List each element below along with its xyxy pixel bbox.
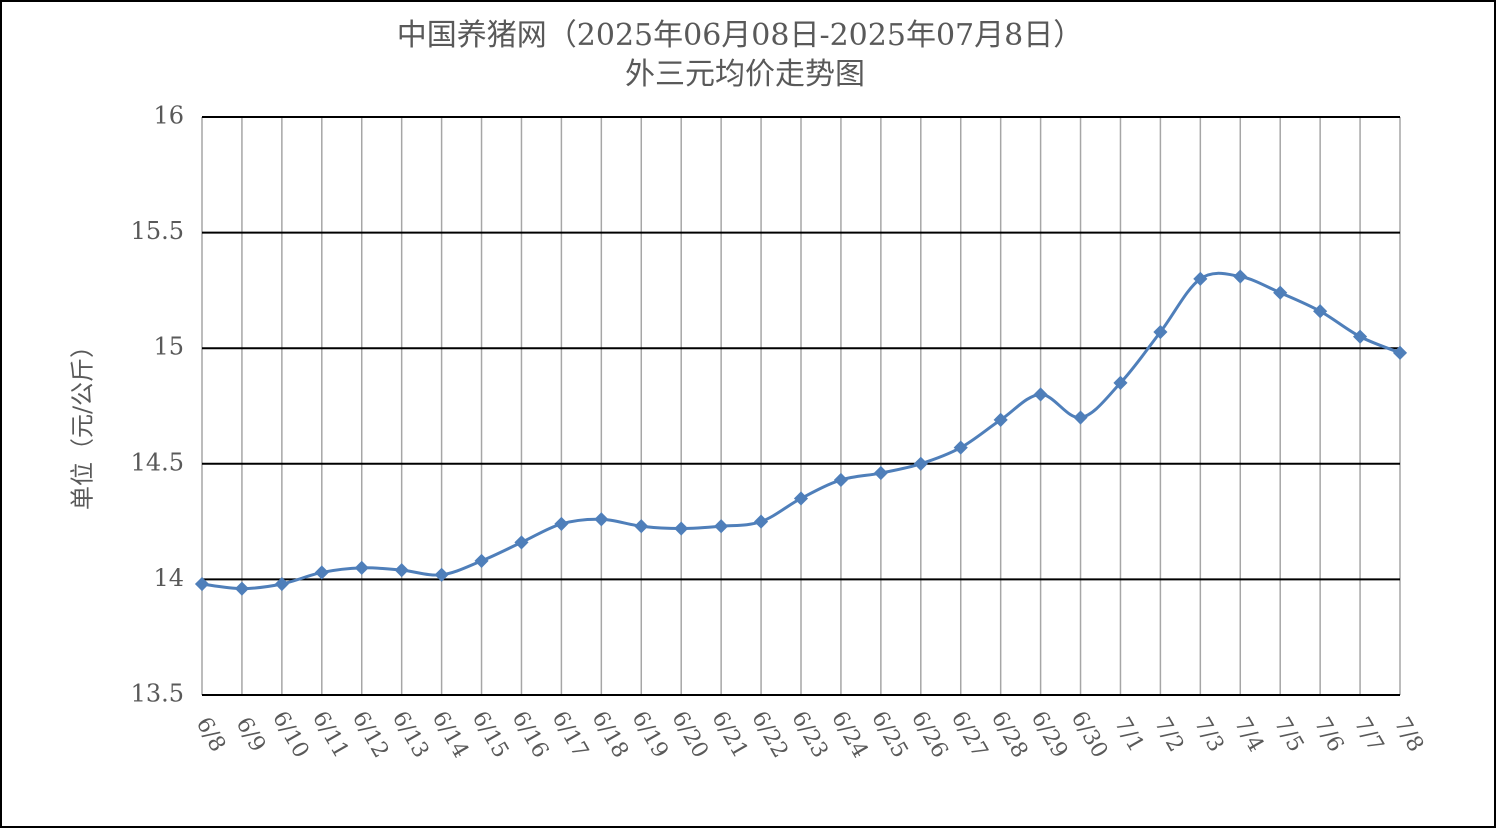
chart-title: 外三元均价走势图 [625,57,865,92]
data-point [674,521,689,536]
y-axis-label: 单位（元/公斤） [69,334,97,510]
data-point [354,560,369,575]
y-tick-label: 14 [153,564,184,592]
data-point [514,535,529,550]
data-point [1273,285,1288,300]
data-point [913,456,928,471]
data-point [394,563,409,578]
y-tick-label: 16 [153,102,184,130]
data-point [274,576,289,592]
data-point [793,491,809,506]
data-point [1073,410,1088,425]
data-point [993,412,1008,427]
data-point [1153,324,1168,340]
data-point [434,567,449,582]
data-point [314,565,329,580]
y-tick-label: 14.5 [131,448,184,476]
data-point [1193,271,1208,286]
chart-title: 中国养猪网（2025年06月08日-2025年07月8日） [397,18,1083,53]
data-point [714,519,729,534]
data-point [1313,304,1328,319]
data-point [953,440,968,455]
data-point [1233,269,1248,284]
y-tick-label: 15.5 [131,217,184,245]
data-point [554,516,569,531]
data-point [1392,345,1408,360]
data-point [833,472,849,488]
data-point [1033,387,1048,402]
y-tick-label: 13.5 [131,680,184,708]
data-point [1352,329,1368,344]
data-point [594,512,609,527]
data-point [1113,375,1128,390]
data-point [234,581,250,596]
data-point [753,514,769,529]
data-point [194,576,210,592]
data-point [873,465,888,481]
y-tick-label: 15 [153,333,184,361]
data-point [634,519,649,534]
data-point [474,553,489,568]
